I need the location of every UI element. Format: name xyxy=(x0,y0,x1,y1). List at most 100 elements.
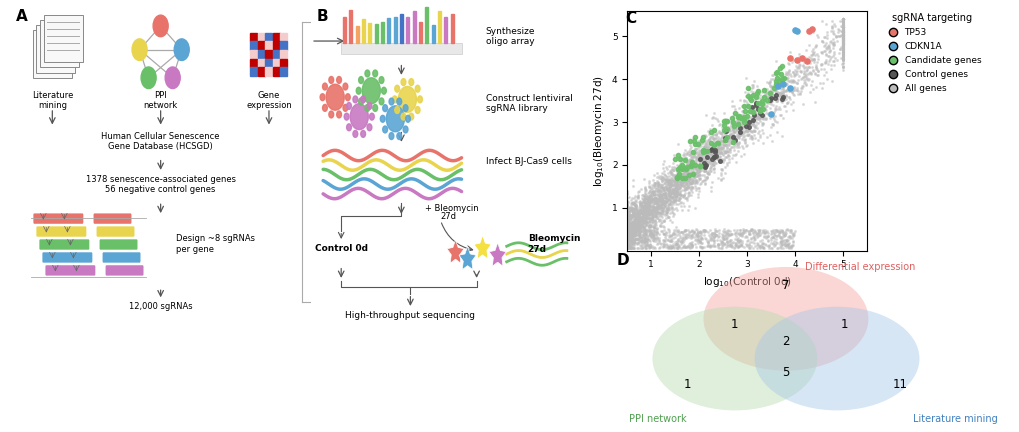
Point xyxy=(729,118,745,124)
Point xyxy=(834,16,850,23)
Point xyxy=(654,211,671,218)
Point xyxy=(834,56,850,63)
Point xyxy=(634,215,650,222)
Point xyxy=(734,108,750,114)
Point xyxy=(679,178,695,185)
Point xyxy=(735,113,751,120)
Point xyxy=(641,204,657,211)
Point xyxy=(748,112,764,119)
Point xyxy=(644,231,660,238)
Point xyxy=(622,213,638,220)
Point xyxy=(647,197,663,203)
Point xyxy=(656,184,673,191)
Point xyxy=(730,127,746,134)
Point xyxy=(775,240,792,247)
Point xyxy=(619,221,635,228)
Point xyxy=(691,242,707,249)
Point xyxy=(717,234,734,241)
Point xyxy=(808,65,824,72)
Point xyxy=(619,223,635,230)
Point xyxy=(745,244,761,251)
Point xyxy=(619,221,635,228)
Point xyxy=(759,93,775,100)
Point xyxy=(734,229,750,236)
Point xyxy=(619,213,635,219)
Point xyxy=(721,243,738,250)
Point xyxy=(679,179,695,186)
Point xyxy=(790,73,806,79)
Point xyxy=(776,232,793,239)
Point xyxy=(669,245,686,252)
Point xyxy=(678,167,694,174)
Point xyxy=(644,189,660,196)
Point xyxy=(638,193,654,200)
Point xyxy=(644,236,660,243)
Point xyxy=(630,222,646,229)
Point xyxy=(637,191,653,197)
Point xyxy=(625,245,641,252)
Point xyxy=(683,235,699,241)
Point xyxy=(627,193,643,200)
Polygon shape xyxy=(459,246,476,270)
Point xyxy=(634,221,650,228)
Point xyxy=(621,231,637,238)
Point xyxy=(639,200,655,206)
Point xyxy=(766,95,783,102)
Point xyxy=(751,105,767,112)
Point xyxy=(647,228,663,235)
Point xyxy=(721,131,738,138)
Point xyxy=(619,232,635,239)
Point xyxy=(694,226,710,233)
Bar xyxy=(272,41,279,50)
Point xyxy=(669,235,686,242)
Point xyxy=(619,215,635,222)
Point xyxy=(679,242,695,249)
Point xyxy=(619,191,635,198)
Point xyxy=(717,230,734,237)
Point xyxy=(631,238,647,245)
Point xyxy=(795,61,811,68)
Point xyxy=(654,210,671,216)
Point xyxy=(740,237,756,244)
Point xyxy=(722,154,739,161)
Point xyxy=(622,221,638,228)
Point xyxy=(718,125,735,132)
Point xyxy=(790,60,806,67)
Point xyxy=(635,218,651,225)
Point xyxy=(632,207,648,214)
Point xyxy=(736,115,752,122)
Point xyxy=(679,206,695,213)
Point xyxy=(722,102,739,109)
Point xyxy=(663,209,680,216)
Point xyxy=(619,212,635,219)
Point xyxy=(717,125,734,132)
Point xyxy=(756,229,772,235)
Point xyxy=(645,206,661,213)
Point xyxy=(756,86,772,93)
Point xyxy=(834,38,850,45)
Point xyxy=(661,179,678,186)
Point xyxy=(721,134,738,141)
Point xyxy=(643,242,659,249)
Point xyxy=(769,78,786,85)
Point xyxy=(700,137,716,143)
Point xyxy=(645,205,661,212)
Point xyxy=(672,169,688,176)
Point xyxy=(619,226,635,233)
Point xyxy=(834,56,850,63)
Point xyxy=(743,108,759,115)
Point xyxy=(634,243,650,250)
Point xyxy=(794,101,810,108)
Point xyxy=(642,207,658,214)
Point xyxy=(725,113,741,120)
Point xyxy=(834,45,850,52)
Point xyxy=(782,79,798,86)
Point xyxy=(698,238,714,245)
Point xyxy=(711,121,728,127)
Point xyxy=(619,225,635,232)
Polygon shape xyxy=(474,235,491,259)
Point xyxy=(657,194,674,201)
Point xyxy=(684,153,700,160)
Point xyxy=(630,226,646,233)
Point xyxy=(690,157,706,164)
